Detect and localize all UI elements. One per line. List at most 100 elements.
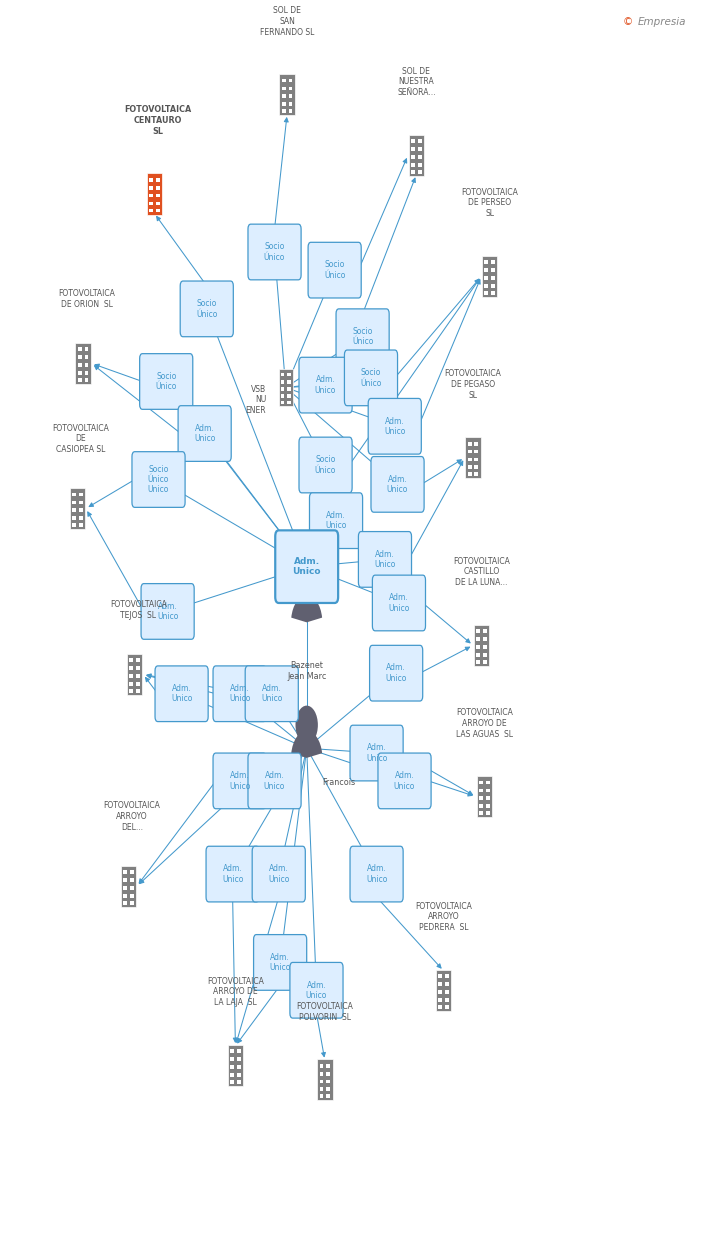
FancyBboxPatch shape [483, 653, 487, 657]
FancyBboxPatch shape [252, 846, 305, 902]
FancyBboxPatch shape [79, 509, 83, 513]
FancyBboxPatch shape [309, 493, 363, 548]
Text: VSB
NU
ENER: VSB NU ENER [245, 385, 266, 415]
FancyBboxPatch shape [326, 1063, 331, 1068]
FancyBboxPatch shape [181, 282, 233, 337]
FancyBboxPatch shape [350, 846, 403, 902]
Text: Adm.
Unico: Adm. Unico [387, 474, 408, 494]
FancyBboxPatch shape [130, 885, 134, 889]
FancyBboxPatch shape [411, 170, 415, 174]
FancyBboxPatch shape [418, 140, 422, 143]
FancyBboxPatch shape [358, 531, 411, 588]
FancyBboxPatch shape [156, 209, 159, 212]
FancyBboxPatch shape [287, 401, 290, 404]
FancyBboxPatch shape [78, 356, 82, 359]
FancyBboxPatch shape [476, 630, 480, 634]
FancyBboxPatch shape [475, 473, 478, 477]
FancyBboxPatch shape [84, 370, 88, 374]
FancyBboxPatch shape [282, 79, 285, 83]
FancyBboxPatch shape [475, 442, 478, 446]
FancyBboxPatch shape [320, 1063, 323, 1068]
FancyBboxPatch shape [287, 380, 290, 384]
Text: Adm.
Unico: Adm. Unico [384, 416, 405, 436]
FancyBboxPatch shape [445, 982, 449, 986]
Text: FOTOVOLTAICA
DE
CASIOPEA SL: FOTOVOLTAICA DE CASIOPEA SL [52, 424, 109, 454]
FancyBboxPatch shape [123, 894, 127, 898]
FancyBboxPatch shape [230, 1050, 234, 1053]
Text: Adm.
Unico: Adm. Unico [261, 684, 282, 704]
Text: Bazenet
Jean Marc: Bazenet Jean Marc [287, 661, 326, 682]
FancyBboxPatch shape [486, 804, 489, 808]
FancyBboxPatch shape [483, 637, 487, 641]
Text: ©: © [622, 17, 633, 27]
FancyBboxPatch shape [213, 753, 266, 809]
Text: Adm.
Unico: Adm. Unico [306, 981, 327, 1000]
FancyBboxPatch shape [467, 450, 472, 453]
FancyBboxPatch shape [373, 576, 425, 631]
Text: FOTOVOLTAICA
POLVORIN  SL: FOTOVOLTAICA POLVORIN SL [296, 1002, 353, 1021]
FancyBboxPatch shape [418, 170, 422, 174]
FancyBboxPatch shape [476, 637, 480, 641]
FancyBboxPatch shape [72, 509, 76, 513]
FancyBboxPatch shape [438, 990, 442, 994]
FancyBboxPatch shape [320, 1094, 323, 1098]
Text: Francois: Francois [322, 778, 355, 788]
FancyBboxPatch shape [479, 781, 483, 784]
FancyBboxPatch shape [130, 667, 133, 671]
FancyBboxPatch shape [245, 666, 298, 721]
FancyBboxPatch shape [123, 900, 127, 904]
FancyBboxPatch shape [288, 79, 293, 83]
FancyBboxPatch shape [491, 291, 495, 295]
FancyBboxPatch shape [84, 347, 88, 351]
Text: Adm.
Unico: Adm. Unico [385, 663, 407, 683]
FancyBboxPatch shape [486, 797, 489, 800]
FancyBboxPatch shape [485, 261, 488, 264]
FancyBboxPatch shape [141, 584, 194, 640]
FancyBboxPatch shape [308, 242, 361, 298]
Text: FOTOVOLTAICA
DE PERSEO
SL: FOTOVOLTAICA DE PERSEO SL [462, 188, 518, 219]
FancyBboxPatch shape [79, 493, 83, 496]
FancyBboxPatch shape [281, 373, 285, 377]
FancyBboxPatch shape [149, 194, 153, 198]
FancyBboxPatch shape [287, 373, 290, 377]
FancyBboxPatch shape [282, 103, 285, 106]
Text: Socio
Único: Socio Único [352, 327, 373, 346]
Text: FOTOVOLTAICA
ARROYO DE
LA LAJA  SL: FOTOVOLTAICA ARROYO DE LA LAJA SL [207, 977, 264, 1008]
Text: Socio
Único
Unico: Socio Único Unico [148, 464, 169, 494]
Circle shape [296, 571, 318, 609]
FancyBboxPatch shape [279, 369, 293, 406]
FancyBboxPatch shape [76, 342, 91, 384]
FancyBboxPatch shape [123, 878, 127, 882]
FancyBboxPatch shape [418, 163, 422, 167]
FancyBboxPatch shape [230, 1073, 234, 1077]
Text: FOTOVOLTAICA
ARROYO DE
LAS AGUAS  SL: FOTOVOLTAICA ARROYO DE LAS AGUAS SL [456, 708, 513, 739]
FancyBboxPatch shape [149, 185, 153, 189]
Text: FOTOVOLTAICA
CENTAURO
SL: FOTOVOLTAICA CENTAURO SL [124, 105, 191, 136]
FancyBboxPatch shape [70, 488, 85, 530]
FancyBboxPatch shape [479, 789, 483, 793]
FancyBboxPatch shape [130, 894, 134, 898]
Text: SOL DE
SAN
FERNANDO SL: SOL DE SAN FERNANDO SL [260, 6, 314, 37]
FancyBboxPatch shape [467, 466, 472, 469]
FancyBboxPatch shape [411, 163, 415, 167]
FancyBboxPatch shape [491, 275, 495, 279]
FancyBboxPatch shape [79, 524, 83, 527]
FancyBboxPatch shape [230, 1057, 234, 1061]
FancyBboxPatch shape [237, 1073, 241, 1077]
Text: Empresia: Empresia [638, 17, 687, 27]
FancyBboxPatch shape [213, 666, 266, 721]
FancyBboxPatch shape [491, 261, 495, 264]
FancyBboxPatch shape [130, 900, 134, 904]
FancyBboxPatch shape [326, 1072, 331, 1076]
Text: FOTOVOLTAICA
CASTILLO
DE LA LUNA...: FOTOVOLTAICA CASTILLO DE LA LUNA... [453, 557, 510, 588]
FancyBboxPatch shape [476, 653, 480, 657]
FancyBboxPatch shape [281, 401, 285, 404]
FancyBboxPatch shape [79, 516, 83, 520]
FancyBboxPatch shape [474, 625, 489, 666]
Text: FOTOVOLTAICA
TEJOS  SL: FOTOVOLTAICA TEJOS SL [110, 600, 167, 620]
FancyBboxPatch shape [336, 309, 389, 364]
FancyBboxPatch shape [72, 524, 76, 527]
FancyBboxPatch shape [467, 442, 472, 446]
FancyBboxPatch shape [149, 209, 153, 212]
FancyBboxPatch shape [479, 811, 483, 815]
